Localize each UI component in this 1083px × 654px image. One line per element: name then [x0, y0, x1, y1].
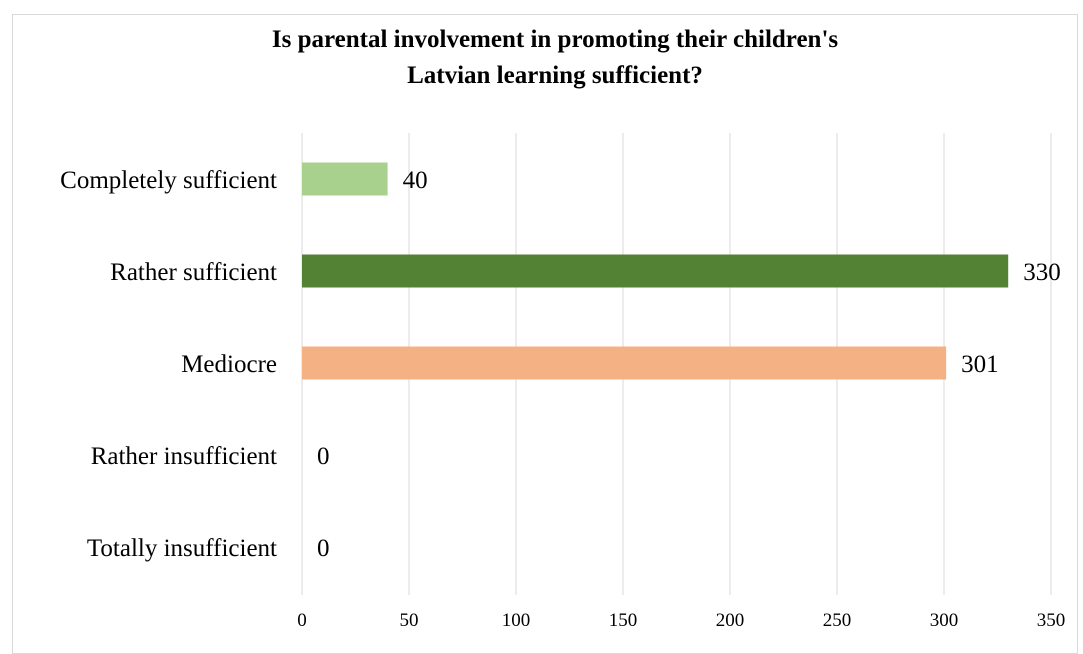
chart-title-line-1: Is parental involvement in promoting the…: [271, 26, 839, 53]
data-labels: 40 330 301 0 0: [317, 167, 1061, 562]
category-label: Completely sufficient: [60, 167, 277, 194]
x-tick-label: 300: [930, 610, 959, 631]
x-tick-label: 0: [297, 610, 307, 631]
data-label: 0: [317, 535, 330, 562]
x-tick-label: 250: [823, 610, 852, 631]
x-axis-labels: 0 50 100 150 200 250 300 350: [297, 610, 1065, 631]
category-label: Totally insufficient: [87, 535, 277, 562]
x-tick-label: 100: [502, 610, 531, 631]
category-label: Rather sufficient: [110, 259, 277, 286]
y-axis-labels: Completely sufficient Rather sufficient Me…: [60, 167, 277, 562]
x-tick-label: 150: [609, 610, 638, 631]
x-tick-label: 200: [716, 610, 745, 631]
data-label: 301: [961, 351, 999, 378]
bars: [302, 162, 1009, 380]
bar: [302, 346, 947, 380]
chart-title: Is parental involvement in promoting the…: [0, 22, 1083, 94]
data-label: 330: [1023, 259, 1060, 286]
chart-frame: [12, 14, 1078, 654]
category-label: Rather insufficient: [91, 443, 277, 470]
chart-title-line-2: Latvian learning sufficient?: [407, 62, 703, 89]
category-label: Mediocre: [181, 351, 277, 378]
data-label: 0: [317, 443, 330, 470]
bar: [302, 254, 1009, 288]
x-tick-label: 50: [400, 610, 419, 631]
bar: [302, 162, 388, 196]
data-label: 40: [403, 167, 428, 194]
x-tick-label: 350: [1037, 610, 1066, 631]
